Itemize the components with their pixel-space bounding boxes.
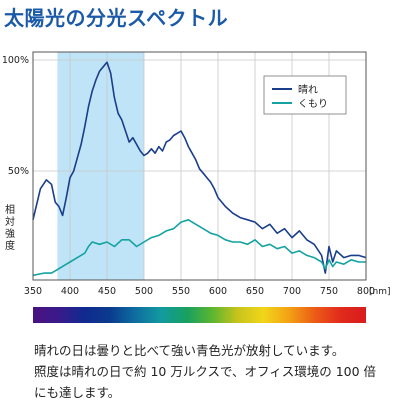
series-line-sunny	[32, 61, 367, 274]
x-tick-label: 600	[209, 286, 227, 297]
legend-label: 晴れ	[298, 83, 318, 96]
description-line-2: 照度は晴れの日で約 10 万ルクスで、オフィス環境の 100 倍	[34, 364, 377, 379]
y-tick-label: 100%	[2, 55, 29, 66]
x-tick-label: 550	[172, 286, 190, 297]
x-tick-label: 400	[61, 286, 79, 297]
blue-light-band	[57, 52, 144, 280]
x-tick-label: 350	[24, 286, 42, 297]
x-tick-label: 750	[320, 286, 338, 297]
description-line-1: 晴れの日は曇りと比べて強い青色光が放射しています。	[34, 343, 345, 358]
description-line-3: にも達します。	[34, 385, 121, 400]
x-tick-label: 450	[98, 286, 116, 297]
description: 晴れの日は曇りと比べて強い青色光が放射しています。 照度は晴れの日で約 10 万…	[34, 340, 384, 403]
x-tick-label: 650	[246, 286, 264, 297]
plot-frame	[32, 51, 367, 281]
legend-label: くもり	[298, 98, 328, 110]
y-axis-label: 相対強度	[5, 203, 15, 252]
x-tick-label: 800	[357, 286, 375, 297]
legend-box	[263, 75, 347, 115]
page-title: 太陽光の分光スペクトル	[4, 6, 229, 30]
y-tick-label: 50%	[8, 166, 29, 177]
x-axis-label: [nm]	[369, 287, 391, 297]
x-tick-label: 700	[283, 286, 301, 297]
x-tick-label: 500	[135, 286, 153, 297]
series-line-cloudy	[32, 219, 366, 277]
visible-spectrum-bar	[33, 307, 366, 323]
